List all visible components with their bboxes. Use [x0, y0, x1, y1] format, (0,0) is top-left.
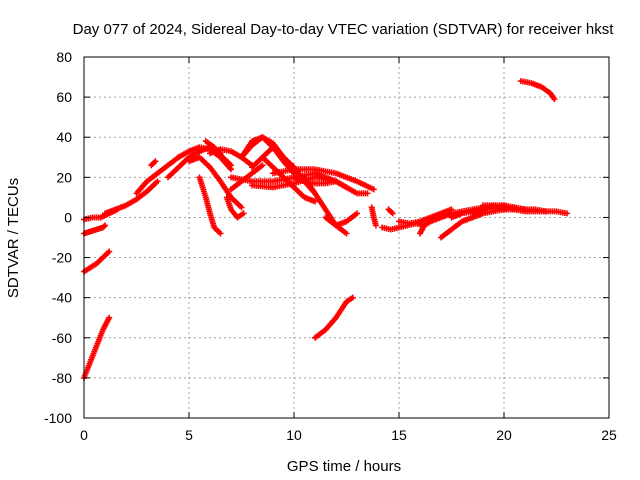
data-point	[238, 204, 245, 211]
y-tick-label: 20	[56, 169, 72, 185]
data-point	[106, 248, 113, 255]
y-tick-label: -40	[52, 290, 72, 306]
series-arc-5	[102, 178, 161, 217]
y-tick-label: -60	[52, 330, 72, 346]
data-points	[81, 78, 570, 381]
series-arc-10	[186, 154, 245, 211]
y-axis-label: SDTVAR / TECUs	[5, 178, 22, 298]
data-point	[100, 223, 107, 230]
axis-ticks: 0 5 10 15 20 25 -100 -80 -60 -40 -20 0 20 40 60 80	[44, 49, 617, 443]
x-tick-label: 5	[185, 427, 193, 443]
plot-frame	[83, 56, 610, 419]
series-arc-26	[312, 294, 356, 341]
data-point	[354, 210, 360, 217]
series-arc-38	[517, 78, 558, 103]
data-point	[106, 314, 113, 321]
data-point	[364, 190, 371, 197]
series-arc-37	[501, 206, 570, 217]
series-arc-27	[368, 204, 379, 229]
y-tick-label: -80	[52, 370, 72, 386]
series-arc-3	[81, 222, 108, 237]
y-tick-label: -100	[44, 410, 72, 426]
data-point	[217, 230, 224, 237]
x-tick-label: 10	[286, 427, 302, 443]
series-arc-29	[385, 206, 396, 217]
data-point	[259, 162, 266, 169]
gridlines	[84, 57, 609, 418]
data-point	[240, 210, 247, 217]
series-arc-25	[322, 210, 360, 229]
data-point	[343, 230, 350, 237]
x-axis-label: GPS time / hours	[287, 458, 401, 475]
series-arc-14	[223, 194, 247, 221]
series-arc-22	[270, 166, 377, 193]
series-arc-11	[196, 174, 224, 237]
chart-title: Day 077 of 2024, Sidereal Day-to-day VTE…	[73, 21, 615, 38]
data-point	[154, 178, 161, 185]
data-point	[370, 186, 377, 193]
y-tick-label: 80	[56, 49, 72, 65]
x-tick-label: 20	[496, 427, 512, 443]
data-point	[228, 162, 234, 169]
series-arc-2	[81, 248, 113, 275]
series-arc-1	[81, 314, 113, 381]
y-tick-label: -20	[52, 250, 72, 266]
data-point	[349, 294, 356, 301]
y-tick-label: 0	[64, 209, 72, 225]
y-tick-label: 60	[56, 89, 72, 105]
x-tick-label: 0	[80, 427, 88, 443]
data-point	[551, 96, 558, 103]
data-point	[152, 158, 159, 165]
y-tick-label: 40	[56, 129, 72, 145]
data-point	[312, 198, 318, 205]
data-point	[372, 222, 379, 229]
series-arc-6	[133, 154, 182, 197]
x-tick-label: 15	[391, 427, 407, 443]
series-arc-7	[148, 158, 159, 169]
data-point	[389, 210, 396, 217]
x-tick-label: 25	[601, 427, 617, 443]
data-point	[102, 222, 108, 229]
data-point	[564, 210, 570, 217]
